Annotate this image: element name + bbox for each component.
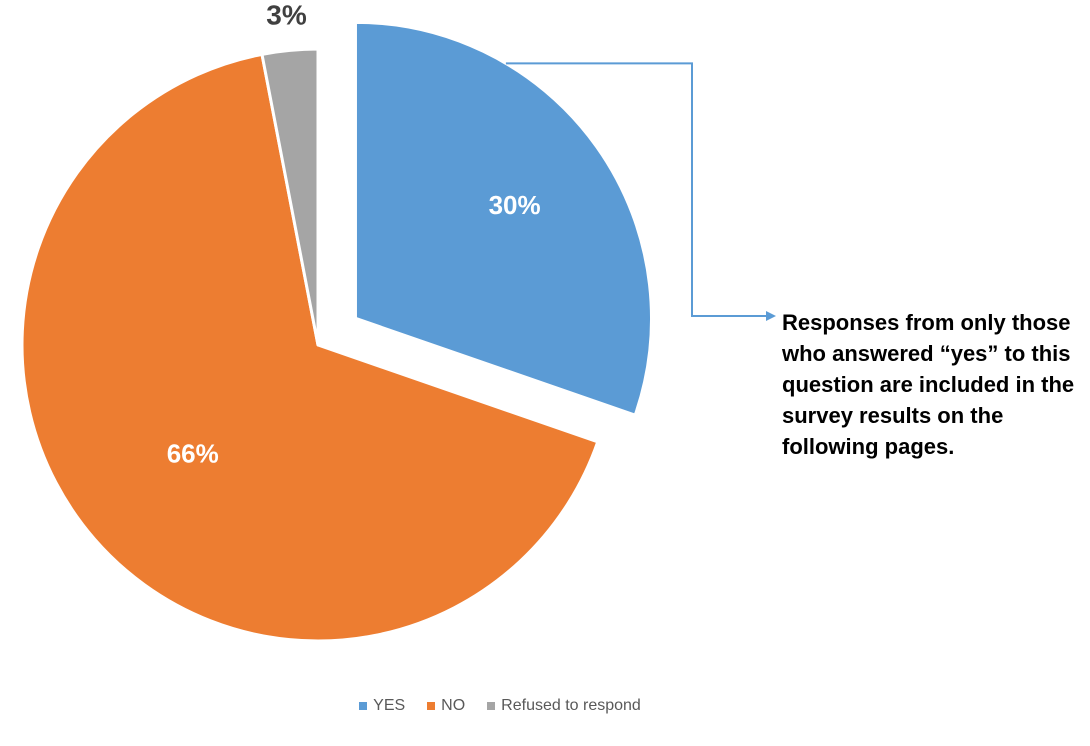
data-label-no: 66% [167,439,219,469]
legend-swatch-refused [487,702,496,710]
legend-item-refused: Refused to respond [487,697,641,715]
legend-label-no: NO [441,697,466,714]
legend-item-no: NO [427,697,465,715]
data-label-yes: 30% [489,190,541,220]
data-label-refused: 3% [266,0,307,30]
legend-swatch-no [427,702,436,710]
callout-annotation: Responses from only those who answered “… [782,310,1075,459]
callout-arrowhead [766,311,776,321]
pie-slice-no [20,52,600,643]
pie-slice-refused [260,47,320,347]
legend-item-yes: YES [359,697,405,715]
pie-slice-yes [353,20,653,417]
legend-swatch-yes [359,702,368,710]
legend-label-refused: Refused to respond [501,697,641,714]
legend-label-yes: YES [373,697,406,714]
callout-connector-line [505,62,768,317]
legend: YES NO Refused to respond [0,697,1090,715]
